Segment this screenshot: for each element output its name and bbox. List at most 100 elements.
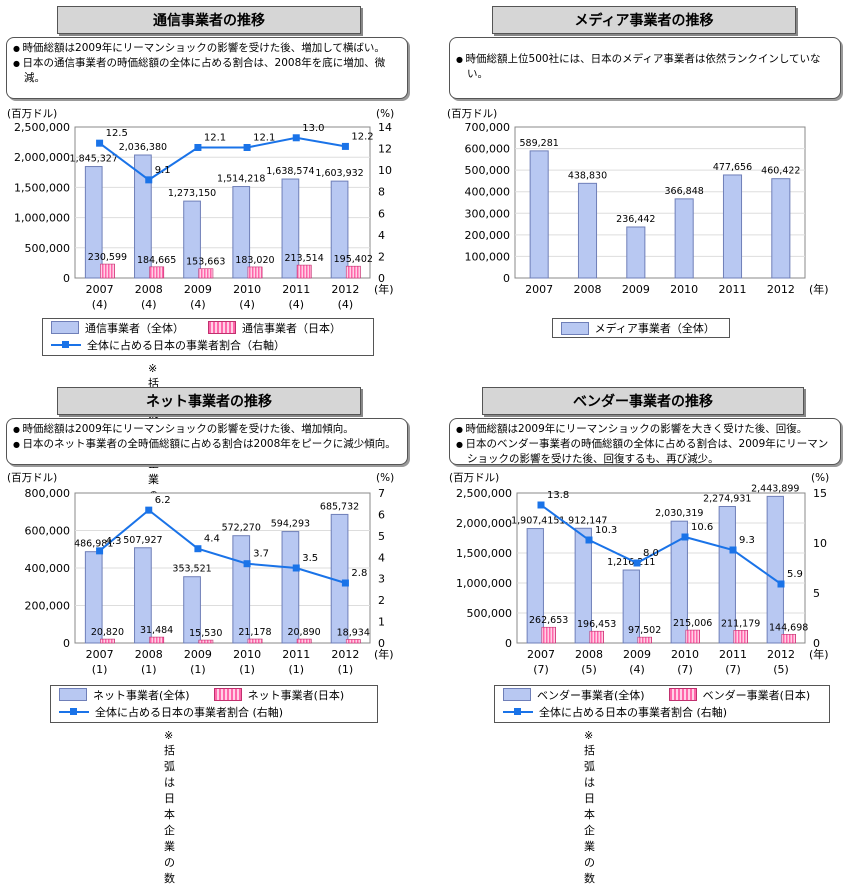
y-tick-label: 0 <box>63 272 70 285</box>
y-tick-label: 1,500,000 <box>14 181 70 194</box>
bar-total <box>722 174 743 279</box>
x-tick-label: 2009 <box>622 283 650 296</box>
y-tick-label: 700,000 <box>465 121 511 134</box>
bar-japan <box>198 639 214 644</box>
y2-axis-unit: (%) <box>811 472 829 484</box>
telecom-note: 時価総額は2009年にリーマンショックの影響を受けた後、増加して横ばい。 <box>13 41 401 56</box>
y-axis-unit: (百万ドル) <box>447 108 497 120</box>
share-marker <box>537 501 545 509</box>
x-tick-label: 2007 <box>525 283 553 296</box>
media-notes: 時価総額上位500社には、日本のメディア事業者は依然ランクインしていない。 <box>449 37 841 99</box>
share-label: 12.5 <box>106 128 128 139</box>
bar-total <box>232 186 251 279</box>
bar-total-label: 1,845,327 <box>70 154 118 165</box>
y2-tick-label: 3 <box>378 573 385 586</box>
bar-total <box>183 576 201 644</box>
bar-japan <box>247 638 263 644</box>
vendor-chart: 0 500,000 1,000,000 1,500,000 2,000,000 2,500… <box>449 472 829 676</box>
x-tick-label: 2009 <box>184 648 212 661</box>
bar-total-label: 1,638,574 <box>266 166 314 177</box>
japan-count-label: (4) <box>141 298 157 311</box>
bar-total-label: 1,907,415 <box>511 516 559 527</box>
bar-japan-label: 211,179 <box>721 618 760 629</box>
japan-count-label: (4) <box>239 298 255 311</box>
media-note: 時価総額上位500社には、日本のメディア事業者は依然ランクインしていない。 <box>456 52 834 81</box>
y-tick-label: 0 <box>505 637 512 650</box>
x-tick-label: 2008 <box>135 648 163 661</box>
bar-total <box>84 166 103 279</box>
bar-total <box>626 226 646 279</box>
bar-total-label: 438,830 <box>568 170 607 181</box>
bar-total <box>281 178 300 279</box>
japan-count-label: (1) <box>338 663 354 676</box>
legend-label-japan: 通信事業者（日本） <box>242 321 341 335</box>
x-axis-suffix: (年) <box>809 282 829 296</box>
bar-japan-label: 31,484 <box>140 625 173 636</box>
bar-total-label: 2,443,899 <box>751 483 799 494</box>
legend-swatch-total <box>59 688 87 701</box>
japan-count-label: (1) <box>239 663 255 676</box>
media-chart: 0 100,000 200,000 300,000 400,000 500,000 600,… <box>447 108 829 296</box>
bar-japan <box>733 630 748 644</box>
x-tick-label: 2012 <box>331 648 359 661</box>
bar-japan-label: 262,653 <box>529 615 568 626</box>
telecom-chart: 0 500,000 1,000,000 1,500,000 2,000,000 2,500… <box>7 108 394 311</box>
bar-japan <box>345 265 361 279</box>
y-axis-unit: (百万ドル) <box>7 472 57 484</box>
bar-total <box>281 531 300 644</box>
y-tick-label: 400,000 <box>465 186 511 199</box>
x-tick-label: 2011 <box>282 648 310 661</box>
bar-total-label: 507,927 <box>123 535 162 546</box>
bar-japan <box>296 264 312 279</box>
x-tick-label: 2007 <box>527 648 555 661</box>
share-marker <box>777 580 785 588</box>
bar-japan-label: 213,514 <box>284 253 323 264</box>
y-tick-label: 500,000 <box>465 164 511 177</box>
bar-total <box>529 150 549 279</box>
legend-label-share: 全体に占める日本の事業者割合 (右軸) <box>539 705 728 719</box>
y2-tick-label: 8 <box>378 186 385 199</box>
bar-total-label: 1,912,147 <box>559 515 607 526</box>
legend-swatch-total <box>51 321 79 334</box>
japan-count-label: (7) <box>677 663 693 676</box>
bar-total-label: 460,422 <box>761 166 800 177</box>
bar-total <box>771 178 791 279</box>
bar-japan-label: 215,006 <box>673 618 712 629</box>
x-tick-label: 2012 <box>767 648 795 661</box>
telecom-legend: 通信事業者（全体） 通信事業者（日本） 全体に占める日本の事業者割合（右軸） <box>42 318 374 356</box>
share-marker <box>292 134 300 142</box>
legend-label-share: 全体に占める日本の事業者割合 (右軸) <box>95 705 284 719</box>
bar-total-label: 353,521 <box>172 564 211 575</box>
japan-count-label: (4) <box>92 298 108 311</box>
y2-tick-label: 4 <box>378 229 385 242</box>
y-tick-label: 2,500,000 <box>14 121 70 134</box>
y2-tick-label: 10 <box>378 164 392 177</box>
share-line <box>540 504 782 585</box>
y2-tick-label: 4 <box>378 551 385 564</box>
bar-total <box>574 527 592 644</box>
y2-axis-unit: (%) <box>376 108 394 120</box>
y2-tick-label: 2 <box>378 594 385 607</box>
bar-total-label: 2,274,931 <box>703 494 751 505</box>
bar-japan <box>296 638 312 644</box>
legend-label-total: ネット事業者(全体) <box>93 688 190 702</box>
japan-count-label: (5) <box>773 663 789 676</box>
y-tick-label: 2,000,000 <box>14 151 70 164</box>
legend-swatch-total <box>503 688 531 701</box>
share-marker <box>194 143 202 151</box>
y2-tick-label: 5 <box>378 530 385 543</box>
x-tick-label: 2010 <box>671 648 699 661</box>
y2-tick-label: 0 <box>813 637 820 650</box>
japan-count-label: (4) <box>190 298 206 311</box>
net-footnote: ※括弧は日本企業の数 <box>164 729 175 885</box>
bar-japan <box>149 636 165 644</box>
y2-tick-label: 7 <box>378 487 385 500</box>
y-tick-label: 1,500,000 <box>456 547 512 560</box>
y2-tick-label: 14 <box>378 121 392 134</box>
bar-total <box>766 495 784 644</box>
bar-total <box>622 569 640 644</box>
x-tick-label: 2010 <box>233 283 261 296</box>
y-tick-label: 400,000 <box>25 562 71 575</box>
japan-count-label: (1) <box>92 663 108 676</box>
legend-swatch-japan <box>213 688 242 701</box>
